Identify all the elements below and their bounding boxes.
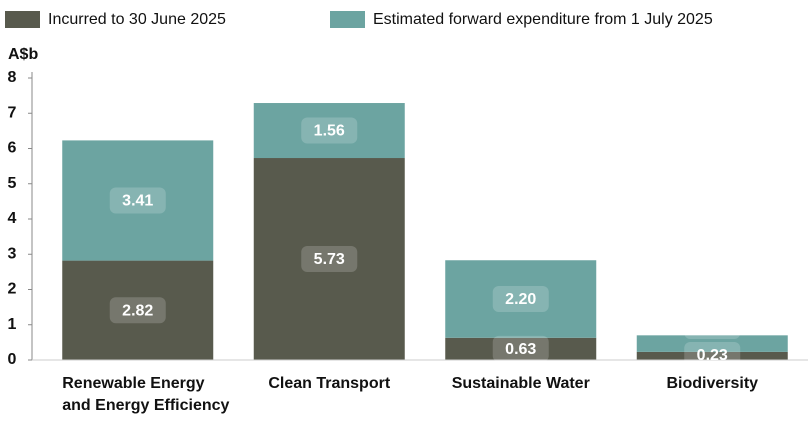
bar-segment [62, 260, 214, 360]
x-tick-label: Clean Transport [268, 375, 390, 392]
legend-label: Incurred to 30 June 2025 [48, 11, 226, 28]
bar-segment [445, 260, 597, 338]
value-label-box [684, 313, 741, 339]
value-label: 0.47 [697, 318, 728, 335]
value-label-box [301, 246, 358, 273]
value-label: 2.20 [505, 291, 536, 308]
legend-swatch [330, 11, 365, 28]
y-tick-label: 1 [8, 316, 17, 333]
x-tick-label: Renewable Energy and Energy Efficiency [62, 375, 229, 414]
y-axis-label: A$b [8, 46, 38, 63]
value-label-box [109, 187, 166, 214]
value-label: 5.73 [314, 251, 345, 268]
value-label-box [684, 342, 741, 368]
legend-swatch [5, 11, 40, 28]
value-label-box [492, 286, 549, 313]
y-tick-label: 8 [8, 69, 17, 86]
y-tick-label: 4 [8, 210, 17, 227]
bar-segment [253, 103, 405, 159]
value-label: 2.82 [122, 303, 153, 320]
value-label-box [492, 335, 549, 362]
y-tick-label: 0 [8, 351, 17, 368]
value-label: 3.41 [122, 193, 153, 210]
x-tick-label: Biodiversity [666, 375, 758, 392]
y-tick-label: 6 [8, 140, 17, 157]
value-label: 0.23 [697, 347, 728, 364]
y-tick-label: 2 [8, 281, 17, 298]
legend-label: Estimated forward expenditure from 1 Jul… [373, 11, 713, 28]
bar-segment [62, 140, 214, 261]
value-label-box [109, 297, 166, 324]
y-tick-label: 7 [8, 104, 17, 121]
bar-segment [253, 158, 405, 360]
y-tick-label: 5 [8, 175, 17, 192]
value-label: 1.56 [314, 123, 345, 140]
bar-segment [636, 335, 788, 352]
bar-segment [636, 351, 788, 360]
x-tick-label: Sustainable Water [452, 375, 590, 392]
y-tick-label: 3 [8, 245, 17, 262]
value-label-box [301, 117, 358, 144]
value-label: 0.63 [505, 341, 536, 358]
bar-segment [445, 337, 597, 360]
